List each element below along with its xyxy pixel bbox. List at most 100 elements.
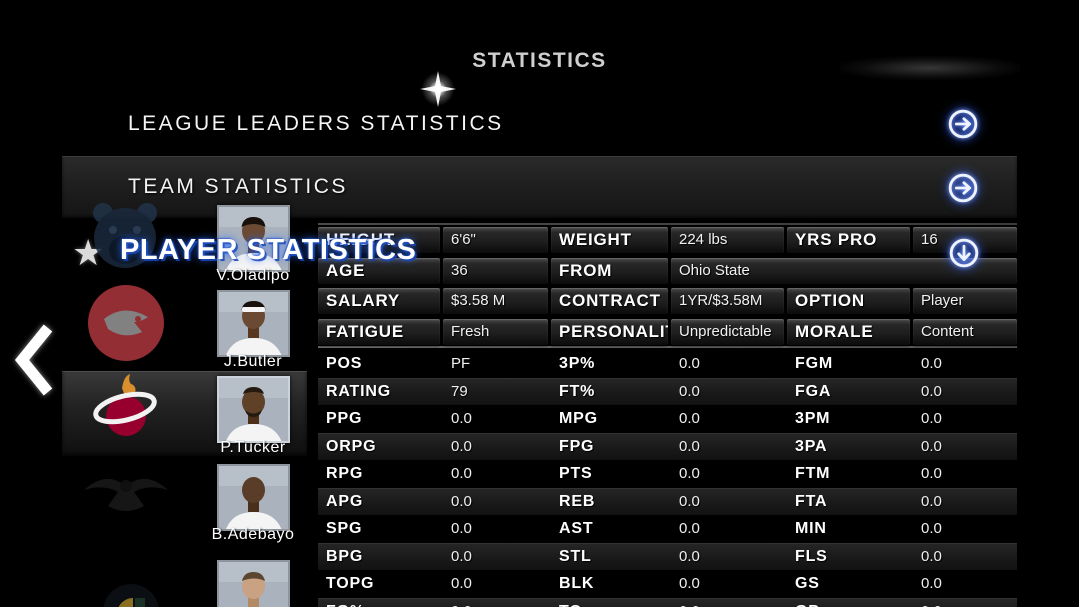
stats-row: APG 0.0 REB 0.0 FTA 0.0: [318, 487, 1017, 515]
stat-label: FTA: [795, 492, 828, 510]
bio-row: HEIGHT 6'6" WEIGHT 224 lbs YRS PRO 16: [318, 227, 1017, 253]
stat-value: 0.0: [679, 382, 700, 400]
stat-value: 0.0: [921, 465, 942, 482]
stat-label: 3PM: [795, 410, 831, 427]
stat-label: FTM: [795, 465, 831, 482]
stat-label: BLK: [559, 575, 595, 592]
back-chevron-icon[interactable]: [10, 318, 56, 402]
bio-label-option: OPTION: [787, 288, 910, 314]
bio-value-salary: $3.58 M: [443, 288, 548, 314]
player-portrait-j-butler[interactable]: [217, 290, 290, 357]
stat-label: GS: [795, 575, 820, 592]
stat-label: GP: [787, 598, 910, 607]
stat-label: FG%: [318, 598, 440, 607]
stat-label: FPG: [559, 437, 595, 455]
bio-value-weight: 224 lbs: [671, 227, 784, 253]
stats-row: BPG 0.0 STL 0.0 FLS 0.0: [318, 542, 1017, 570]
stat-label: MIN: [795, 520, 827, 537]
stat-label: POS: [326, 355, 363, 372]
stat-label: RPG: [326, 465, 364, 482]
stat-value: 0.0: [451, 465, 472, 482]
bio-label-fatigue: FATIGUE: [318, 319, 440, 345]
bio-label-personality: PERSONALITY: [551, 319, 668, 345]
stat-value: 0.0: [451, 547, 472, 565]
page-title: STATISTICS: [472, 49, 607, 72]
player-name: V.Oladipo: [216, 267, 290, 284]
right-arrow-icon[interactable]: [944, 105, 982, 143]
stat-value: 0.0: [451, 410, 472, 427]
stat-label: AST: [559, 520, 594, 537]
player-portrait-b-adebayo[interactable]: [217, 464, 290, 531]
stat-label: PPG: [326, 410, 363, 427]
stat-label: 3P%: [559, 355, 596, 372]
stat-label: BPG: [326, 547, 364, 565]
lens-flare-smudge: [840, 56, 1020, 80]
bio-label-weight: WEIGHT: [551, 227, 668, 253]
memphis-grizzlies-logo[interactable]: [86, 198, 164, 272]
stat-value: 0.0: [443, 598, 548, 607]
stat-value: 0.0: [679, 437, 700, 455]
new-orleans-pelicans-logo[interactable]: [80, 462, 172, 524]
stat-value: 0.0: [679, 355, 700, 372]
stat-value: 0.0: [921, 547, 942, 565]
bio-label-salary: SALARY: [318, 288, 440, 314]
bio-row: FATIGUE Fresh PERSONALITY Unpredictable …: [318, 319, 1017, 345]
stat-value: 0.0: [913, 598, 1017, 607]
bio-label-age: AGE: [318, 258, 440, 284]
utah-jazz-logo[interactable]: [95, 572, 167, 607]
stat-label: PTS: [559, 465, 593, 482]
bio-value-personality: Unpredictable: [671, 319, 784, 345]
stat-label: STL: [559, 547, 592, 565]
stat-value: 0.0: [921, 520, 942, 537]
stat-label: SPG: [326, 520, 363, 537]
stat-value: 0.0: [679, 465, 700, 482]
stats-row: POS PF 3P% 0.0 FGM 0.0: [318, 350, 1017, 378]
stat-value: 0.0: [679, 520, 700, 537]
player-portrait-5[interactable]: [217, 560, 290, 607]
stat-value: 0.0: [921, 382, 942, 400]
stat-value: 0.0: [451, 575, 472, 592]
player-portrait-p-tucker[interactable]: [217, 376, 290, 443]
down-arrow-icon[interactable]: [945, 234, 983, 272]
bio-label-morale: MORALE: [787, 319, 910, 345]
bio-row: AGE 36 FROM Ohio State: [318, 258, 1017, 284]
player-portrait-v-oladipo[interactable]: [217, 205, 290, 272]
menu-item-league-leaders[interactable]: LEAGUE LEADERS STATISTICS: [62, 98, 1017, 150]
stat-value: 0.0: [451, 492, 472, 510]
bio-row: SALARY $3.58 M CONTRACT 1YR/$3.58M OPTIO…: [318, 288, 1017, 314]
divider: [318, 346, 1017, 348]
stat-label: REB: [559, 492, 596, 510]
bio-label-from: FROM: [551, 258, 668, 284]
miami-heat-logo[interactable]: [89, 372, 161, 454]
stat-value: 0.0: [921, 355, 942, 372]
bio-label-height: HEIGHT: [318, 227, 440, 253]
stats-row: FG%0.0TO0.0GP0.0: [318, 597, 1017, 607]
player-name: B.Adebayo: [211, 526, 295, 543]
stat-label: FT%: [559, 382, 596, 400]
stat-value: 79: [451, 382, 468, 400]
bio-value-age: 36: [443, 258, 548, 284]
divider: [318, 223, 1017, 225]
stat-value: 0.0: [679, 547, 700, 565]
menu-item-team-statistics[interactable]: TEAM STATISTICS: [62, 156, 1017, 218]
stat-label: 3PA: [795, 437, 828, 455]
bio-label-yrs-pro: YRS PRO: [787, 227, 910, 253]
bio-value-option: Player: [913, 288, 1017, 314]
right-arrow-icon[interactable]: [944, 169, 982, 207]
stat-value: 0.0: [679, 410, 700, 427]
stat-label: FGM: [795, 355, 833, 372]
stats-row: ORPG 0.0 FPG 0.0 3PA 0.0: [318, 432, 1017, 460]
bio-value-contract: 1YR/$3.58M: [671, 288, 784, 314]
sparkle-icon: [419, 70, 457, 108]
stat-value: 0.0: [679, 575, 700, 592]
team-statistics-label: TEAM STATISTICS: [128, 175, 348, 198]
player-name: J.Butler: [223, 353, 283, 370]
league-leaders-label: LEAGUE LEADERS STATISTICS: [128, 112, 504, 135]
player-statistics-title: PLAYER STATISTICS: [120, 234, 417, 266]
stat-label: FGA: [795, 382, 832, 400]
stat-label: TOPG: [326, 575, 375, 592]
stats-row: TOPG 0.0 BLK 0.0 GS 0.0: [318, 570, 1017, 598]
atlanta-hawks-logo[interactable]: [86, 283, 166, 363]
stat-value: 0.0: [679, 492, 700, 510]
stat-value: 0.0: [921, 437, 942, 455]
